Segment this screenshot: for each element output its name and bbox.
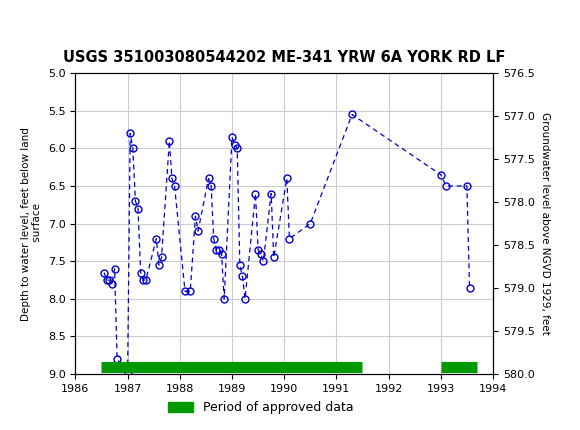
Y-axis label: Groundwater level above NGVD 1929, feet: Groundwater level above NGVD 1929, feet	[540, 112, 550, 335]
Y-axis label: Depth to water level, feet below land
 surface: Depth to water level, feet below land su…	[21, 127, 42, 320]
Legend: Period of approved data: Period of approved data	[163, 396, 359, 419]
Title: USGS 351003080544202 ME-341 YRW 6A YORK RD LF: USGS 351003080544202 ME-341 YRW 6A YORK …	[63, 50, 505, 65]
Text: ≡USGS: ≡USGS	[6, 16, 72, 36]
